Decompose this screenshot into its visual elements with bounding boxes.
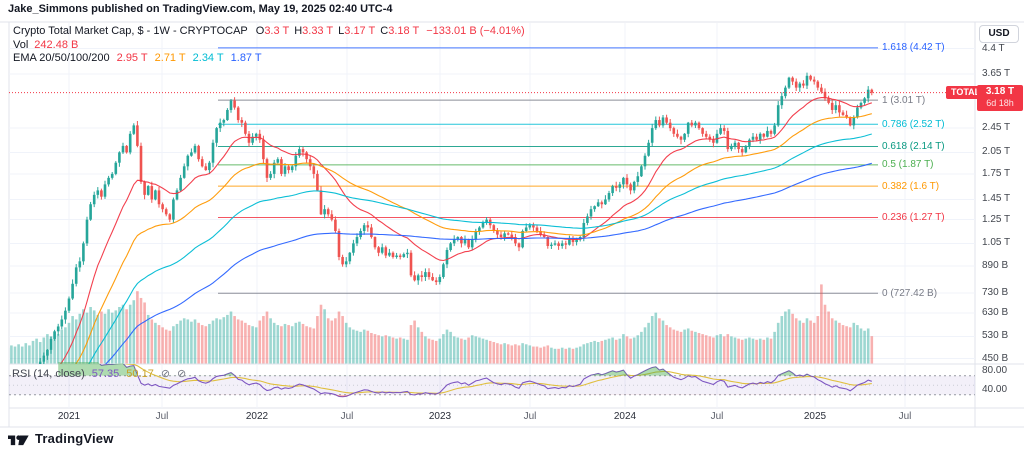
tradingview-logo-icon[interactable] — [8, 432, 29, 446]
rsi-tick-label: 80.00 — [982, 365, 1008, 376]
time-tick-label: 2022 — [245, 411, 269, 422]
fib-level-label: 1 (3.01 T) — [882, 94, 926, 106]
price-tick-label: 1.45 T — [982, 193, 1011, 205]
last-price-badge: 3.18 T 6d 18h — [977, 84, 1023, 111]
fib-level-label: 0 (727.42 B) — [882, 287, 938, 299]
bar-countdown: 6d 18h — [986, 97, 1014, 108]
time-tick-label: 2024 — [613, 411, 637, 422]
rsi-label[interactable]: RSI (14, close) — [12, 368, 85, 380]
price-tick-label: 1.75 T — [982, 167, 1011, 179]
ema200-value: 1.87 T — [230, 52, 262, 64]
time-tick-label: 2023 — [428, 411, 452, 422]
price-tick-label: 3.65 T — [982, 67, 1011, 79]
price-tick-label: 1.25 T — [982, 213, 1011, 225]
price-tick-label: 530 B — [982, 330, 1009, 342]
time-tick-label: 2025 — [803, 411, 827, 422]
rsi-tick-label: 40.00 — [982, 384, 1008, 395]
tradingview-brand-text[interactable]: TradingView — [35, 431, 114, 446]
ohlc-high: H3.33 T — [294, 25, 334, 37]
fib-level-label: 1.618 (4.42 T) — [882, 42, 945, 54]
price-tick-label: 890 B — [982, 259, 1009, 271]
ohlc-open: O3.3 T — [255, 25, 290, 37]
total-symbol-badge: TOTAL — [946, 86, 986, 100]
fib-level-label: 0.236 (1.27 T) — [882, 211, 945, 223]
price-tick-label: 4.4 T — [982, 42, 1005, 54]
ema20-value: 2.95 T — [116, 52, 148, 64]
ohlc-close: C3.18 T — [380, 25, 420, 37]
volume-legend-row: Vol 242.48 B — [13, 39, 525, 53]
volume-label[interactable]: Vol — [13, 38, 29, 51]
rsi-hide-icon[interactable]: ⊘ — [160, 368, 171, 380]
tradingview-footer: TradingView — [8, 431, 114, 446]
currency-toggle-button[interactable]: USD — [979, 25, 1019, 43]
rsi-legend-row: RSI (14, close) 57.35 50.17 ⊘ ⊘ — [12, 367, 186, 380]
volume-value: 242.48 B — [34, 38, 79, 51]
fib-level-label: 0.382 (1.6 T) — [882, 180, 940, 192]
ema-legend-row: EMA 20/50/100/200 2.95 T 2.71 T 2.34 T 1.87 … — [13, 52, 525, 66]
rsi-signal-value: 50.17 — [126, 368, 154, 380]
ema100-value: 2.34 T — [192, 52, 224, 64]
time-tick-label: Jul — [710, 411, 724, 422]
ohlc-low: L3.17 T — [338, 25, 376, 37]
fib-level-label: 0.618 (2.14 T) — [882, 141, 945, 153]
time-tick-label: Jul — [155, 411, 169, 422]
fib-level-label: 0.786 (2.52 T) — [882, 118, 945, 130]
price-tick-label: 450 B — [982, 352, 1009, 364]
change-value: −133.01 B (−4.01%) — [426, 25, 525, 37]
symbol-title[interactable]: Crypto Total Market Cap, $ - 1W - CRYPTO… — [13, 25, 248, 37]
rsi-value: 57.35 — [91, 368, 120, 380]
price-tick-label: 2.45 T — [982, 122, 1011, 134]
ema-label[interactable]: EMA 20/50/100/200 — [13, 52, 110, 64]
price-tick-label: 1.05 T — [982, 237, 1011, 249]
time-tick-label: Jul — [340, 411, 354, 422]
main-legend: Crypto Total Market Cap, $ - 1W - CRYPTO… — [13, 25, 525, 66]
time-tick-label: 2021 — [57, 411, 81, 422]
price-tick-label: 730 B — [982, 286, 1009, 298]
fib-level-label: 0.5 (1.87 T) — [882, 159, 934, 171]
price-tick-label: 2.05 T — [982, 146, 1011, 158]
publish-byline: Jake_Simmons published on TradingView.co… — [8, 3, 393, 15]
symbol-legend-row: Crypto Total Market Cap, $ - 1W - CRYPTO… — [13, 25, 525, 39]
time-tick-label: Jul — [523, 411, 537, 422]
time-tick-label: Jul — [898, 411, 912, 422]
last-price-value: 3.18 T — [985, 85, 1015, 97]
ema50-value: 2.71 T — [154, 52, 186, 64]
price-tick-label: 630 B — [982, 306, 1009, 318]
rsi-signal-hide-icon[interactable]: ⊘ — [177, 368, 187, 380]
